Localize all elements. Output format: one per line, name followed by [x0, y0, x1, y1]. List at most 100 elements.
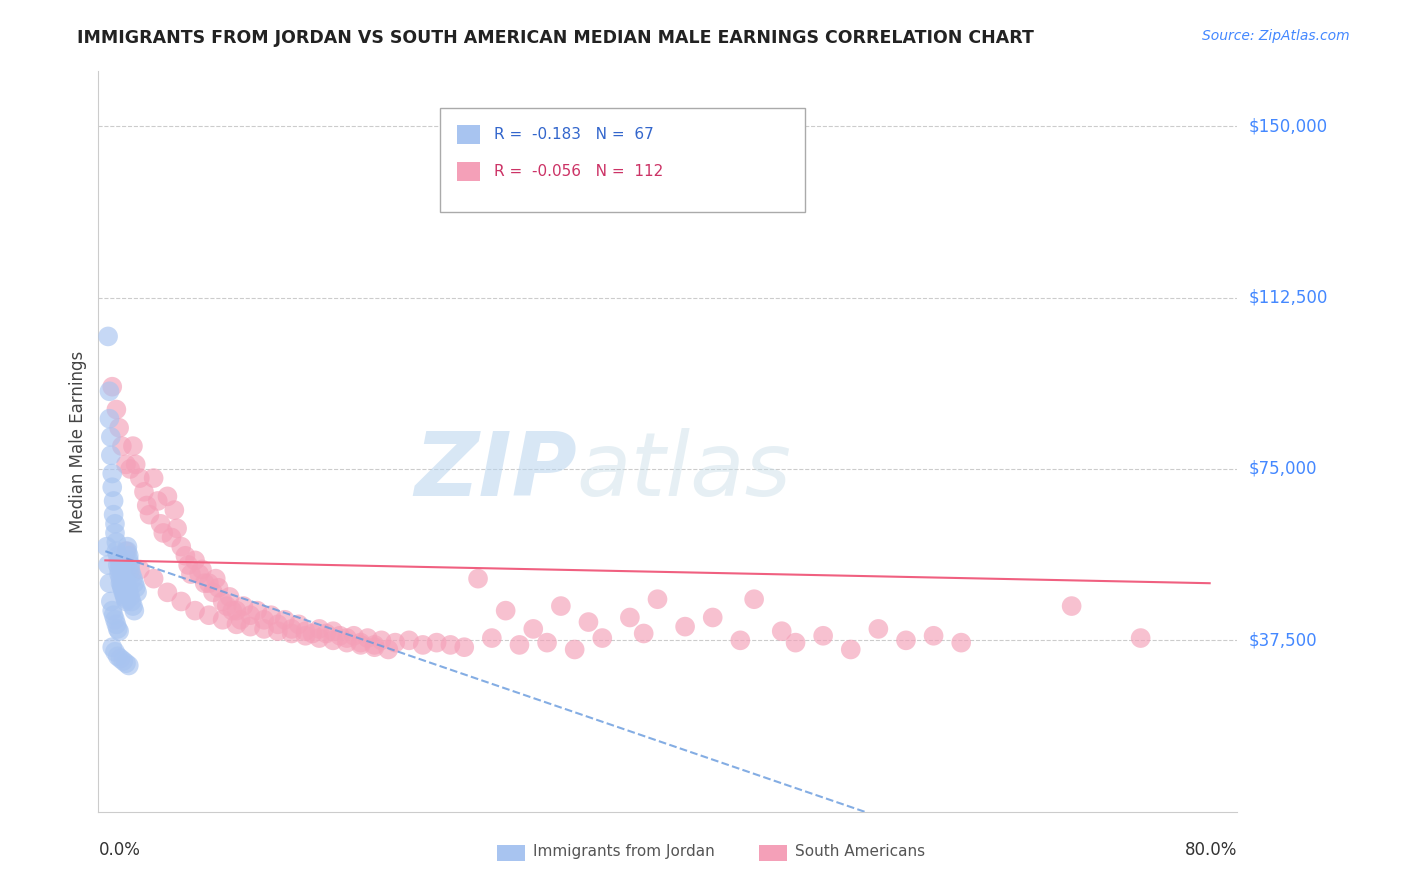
Point	[184, 604, 207, 618]
Point	[536, 635, 558, 649]
Point	[111, 562, 134, 576]
FancyBboxPatch shape	[440, 109, 804, 212]
Point	[453, 640, 475, 655]
Point	[508, 638, 530, 652]
Point	[239, 608, 262, 623]
Point	[103, 608, 125, 623]
Point	[114, 590, 136, 604]
Point	[103, 494, 125, 508]
Point	[125, 458, 148, 472]
Text: $112,500: $112,500	[1249, 289, 1327, 307]
Point	[619, 610, 641, 624]
Point	[156, 489, 179, 503]
Point	[207, 581, 229, 595]
Point	[128, 562, 150, 576]
FancyBboxPatch shape	[457, 162, 479, 180]
Point	[122, 572, 145, 586]
Point	[146, 494, 169, 508]
Point	[770, 624, 793, 639]
Point	[120, 462, 142, 476]
Point	[225, 617, 247, 632]
Point	[294, 624, 316, 639]
Point	[160, 531, 183, 545]
Point	[107, 622, 129, 636]
Text: $37,500: $37,500	[1249, 632, 1317, 649]
Point	[112, 654, 135, 668]
Point	[138, 508, 160, 522]
Point	[188, 567, 211, 582]
Point	[633, 626, 655, 640]
Point	[180, 567, 202, 582]
Point	[211, 594, 233, 608]
Point	[811, 629, 834, 643]
Point	[124, 604, 146, 618]
Point	[115, 594, 138, 608]
Point	[253, 622, 276, 636]
Point	[122, 439, 145, 453]
Point	[229, 613, 252, 627]
Point	[114, 572, 136, 586]
Point	[170, 594, 193, 608]
Point	[481, 631, 503, 645]
Point	[467, 572, 489, 586]
Point	[301, 626, 323, 640]
Point	[267, 617, 290, 632]
Point	[156, 585, 179, 599]
Point	[922, 629, 945, 643]
Point	[132, 484, 155, 499]
Text: $150,000: $150,000	[1249, 117, 1327, 136]
Point	[108, 567, 131, 582]
Point	[98, 411, 121, 425]
Point	[253, 613, 276, 627]
Point	[108, 421, 131, 435]
Text: South Americans: South Americans	[796, 844, 925, 859]
Point	[218, 590, 240, 604]
Point	[308, 631, 330, 645]
Point	[163, 503, 186, 517]
Point	[100, 594, 122, 608]
Point	[702, 610, 724, 624]
Point	[98, 384, 121, 399]
Point	[101, 480, 124, 494]
Point	[100, 448, 122, 462]
Point	[350, 638, 373, 652]
Point	[221, 604, 243, 618]
Point	[412, 638, 434, 652]
Point	[118, 553, 141, 567]
Point	[170, 540, 193, 554]
Point	[350, 635, 373, 649]
Point	[336, 631, 359, 645]
Point	[108, 553, 131, 567]
Point	[495, 604, 517, 618]
FancyBboxPatch shape	[759, 845, 787, 862]
Point	[108, 624, 131, 639]
Point	[363, 638, 385, 652]
Point	[112, 567, 135, 582]
Point	[120, 562, 142, 576]
Point	[522, 622, 544, 636]
Point	[121, 594, 143, 608]
Point	[377, 642, 399, 657]
Point	[398, 633, 420, 648]
Point	[287, 617, 309, 632]
Point	[1129, 631, 1152, 645]
Point	[105, 617, 128, 632]
FancyBboxPatch shape	[457, 125, 479, 144]
Text: R =  -0.056   N =  112: R = -0.056 N = 112	[494, 164, 662, 178]
Point	[101, 604, 124, 618]
Point	[322, 624, 344, 639]
Point	[439, 638, 461, 652]
Point	[225, 604, 247, 618]
Point	[198, 576, 221, 591]
Point	[117, 540, 139, 554]
Point	[98, 576, 121, 591]
Point	[101, 380, 124, 394]
Point	[1060, 599, 1083, 613]
Point	[204, 572, 226, 586]
FancyBboxPatch shape	[498, 845, 526, 862]
Point	[115, 576, 138, 591]
Point	[110, 651, 132, 665]
Point	[673, 619, 696, 633]
Point	[142, 572, 165, 586]
Point	[578, 615, 600, 629]
